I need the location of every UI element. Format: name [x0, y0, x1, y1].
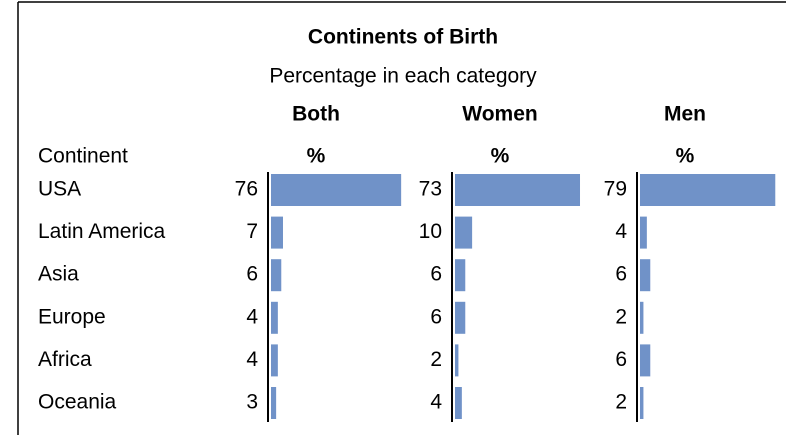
chart-subtitle: Percentage in each category [269, 65, 537, 88]
value-label: 4 [246, 348, 258, 371]
series-header: Both [292, 103, 340, 126]
value-label: 6 [430, 263, 442, 286]
bar [271, 259, 282, 292]
bar [640, 174, 776, 206]
value-label: 2 [615, 305, 627, 328]
bar [455, 174, 581, 206]
bar [271, 174, 402, 206]
bar [640, 259, 651, 292]
category-label: USA [38, 178, 81, 201]
value-label: 10 [419, 220, 442, 243]
unit-header: % [676, 145, 695, 168]
series-header: Men [664, 103, 706, 126]
bar [455, 344, 459, 377]
value-label: 6 [430, 305, 442, 328]
value-label: 76 [235, 178, 258, 201]
value-label: 73 [419, 178, 442, 201]
category-label: Europe [38, 305, 106, 328]
bar [455, 259, 466, 292]
bar [640, 387, 644, 419]
bar [455, 216, 473, 249]
category-header: Continent [38, 145, 128, 168]
value-label: 79 [604, 178, 627, 201]
unit-header: % [307, 145, 326, 168]
bar [271, 301, 278, 334]
bar [271, 216, 283, 249]
value-label: 2 [430, 348, 442, 371]
bar [455, 301, 466, 334]
value-label: 6 [246, 263, 258, 286]
series-header: Women [462, 103, 537, 126]
value-label: 2 [615, 391, 627, 414]
value-label: 3 [246, 391, 258, 414]
value-label: 6 [615, 263, 627, 286]
value-label: 4 [430, 391, 442, 414]
value-label: 7 [246, 220, 258, 243]
bar [640, 216, 647, 249]
category-label: Asia [38, 263, 79, 286]
bar [271, 344, 278, 377]
category-label: Latin America [38, 220, 166, 243]
value-label: 4 [246, 305, 258, 328]
bar [640, 344, 651, 377]
value-label: 6 [615, 348, 627, 371]
category-label: Africa [38, 348, 92, 371]
bar [640, 301, 644, 334]
category-label: Oceania [38, 391, 117, 414]
bar [455, 387, 462, 419]
chart-title: Continents of Birth [308, 26, 498, 49]
bar [271, 387, 277, 419]
value-label: 4 [615, 220, 627, 243]
unit-header: % [491, 145, 510, 168]
